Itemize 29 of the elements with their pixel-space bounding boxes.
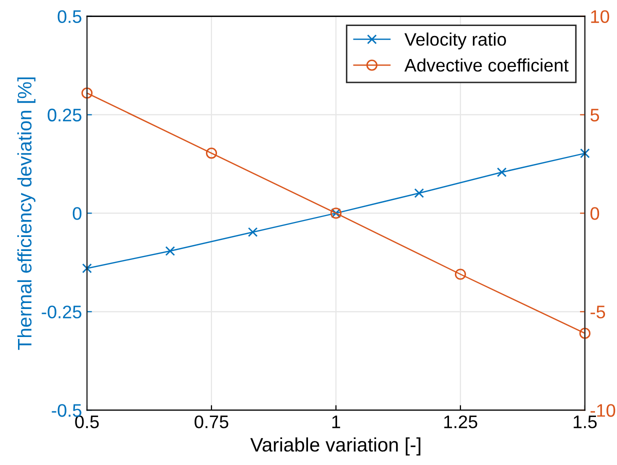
point <box>82 263 92 274</box>
y-tick-label: 0.5 <box>58 10 82 23</box>
x-tick-label: 0.5 <box>75 415 99 428</box>
y2-tick-label: -10 <box>590 404 616 417</box>
y-tick-label: 0.25 <box>48 108 82 122</box>
y-tick-label: -0.25 <box>42 306 82 318</box>
point <box>165 246 176 256</box>
point <box>454 268 466 280</box>
x-axis-title: Variable variation [-] <box>250 437 420 456</box>
legend-label: Advective coefficient <box>404 58 569 72</box>
point <box>580 148 590 158</box>
x-tick-label: 1 <box>332 416 340 428</box>
y-axis-title: Thermal efficiency deviation [%] <box>17 78 36 350</box>
y2-tick-label: -5 <box>590 306 606 318</box>
y-tick-label: 0 <box>72 207 82 220</box>
point <box>248 227 258 237</box>
y-tick-label: -0.5 <box>52 404 82 417</box>
legend-label: Velocity ratio <box>404 32 506 50</box>
y2-tick-label: 5 <box>590 108 600 122</box>
x-tick-label: 0.75 <box>194 415 228 428</box>
point <box>496 167 507 178</box>
point <box>414 188 424 198</box>
y2-tick-label: 0 <box>590 207 600 220</box>
x-tick-label: 1.5 <box>574 416 597 428</box>
point <box>81 88 93 99</box>
x-tick-label: 1.25 <box>444 415 478 428</box>
point <box>206 148 218 159</box>
point <box>579 328 590 339</box>
y2-tick-label: 10 <box>591 10 610 23</box>
